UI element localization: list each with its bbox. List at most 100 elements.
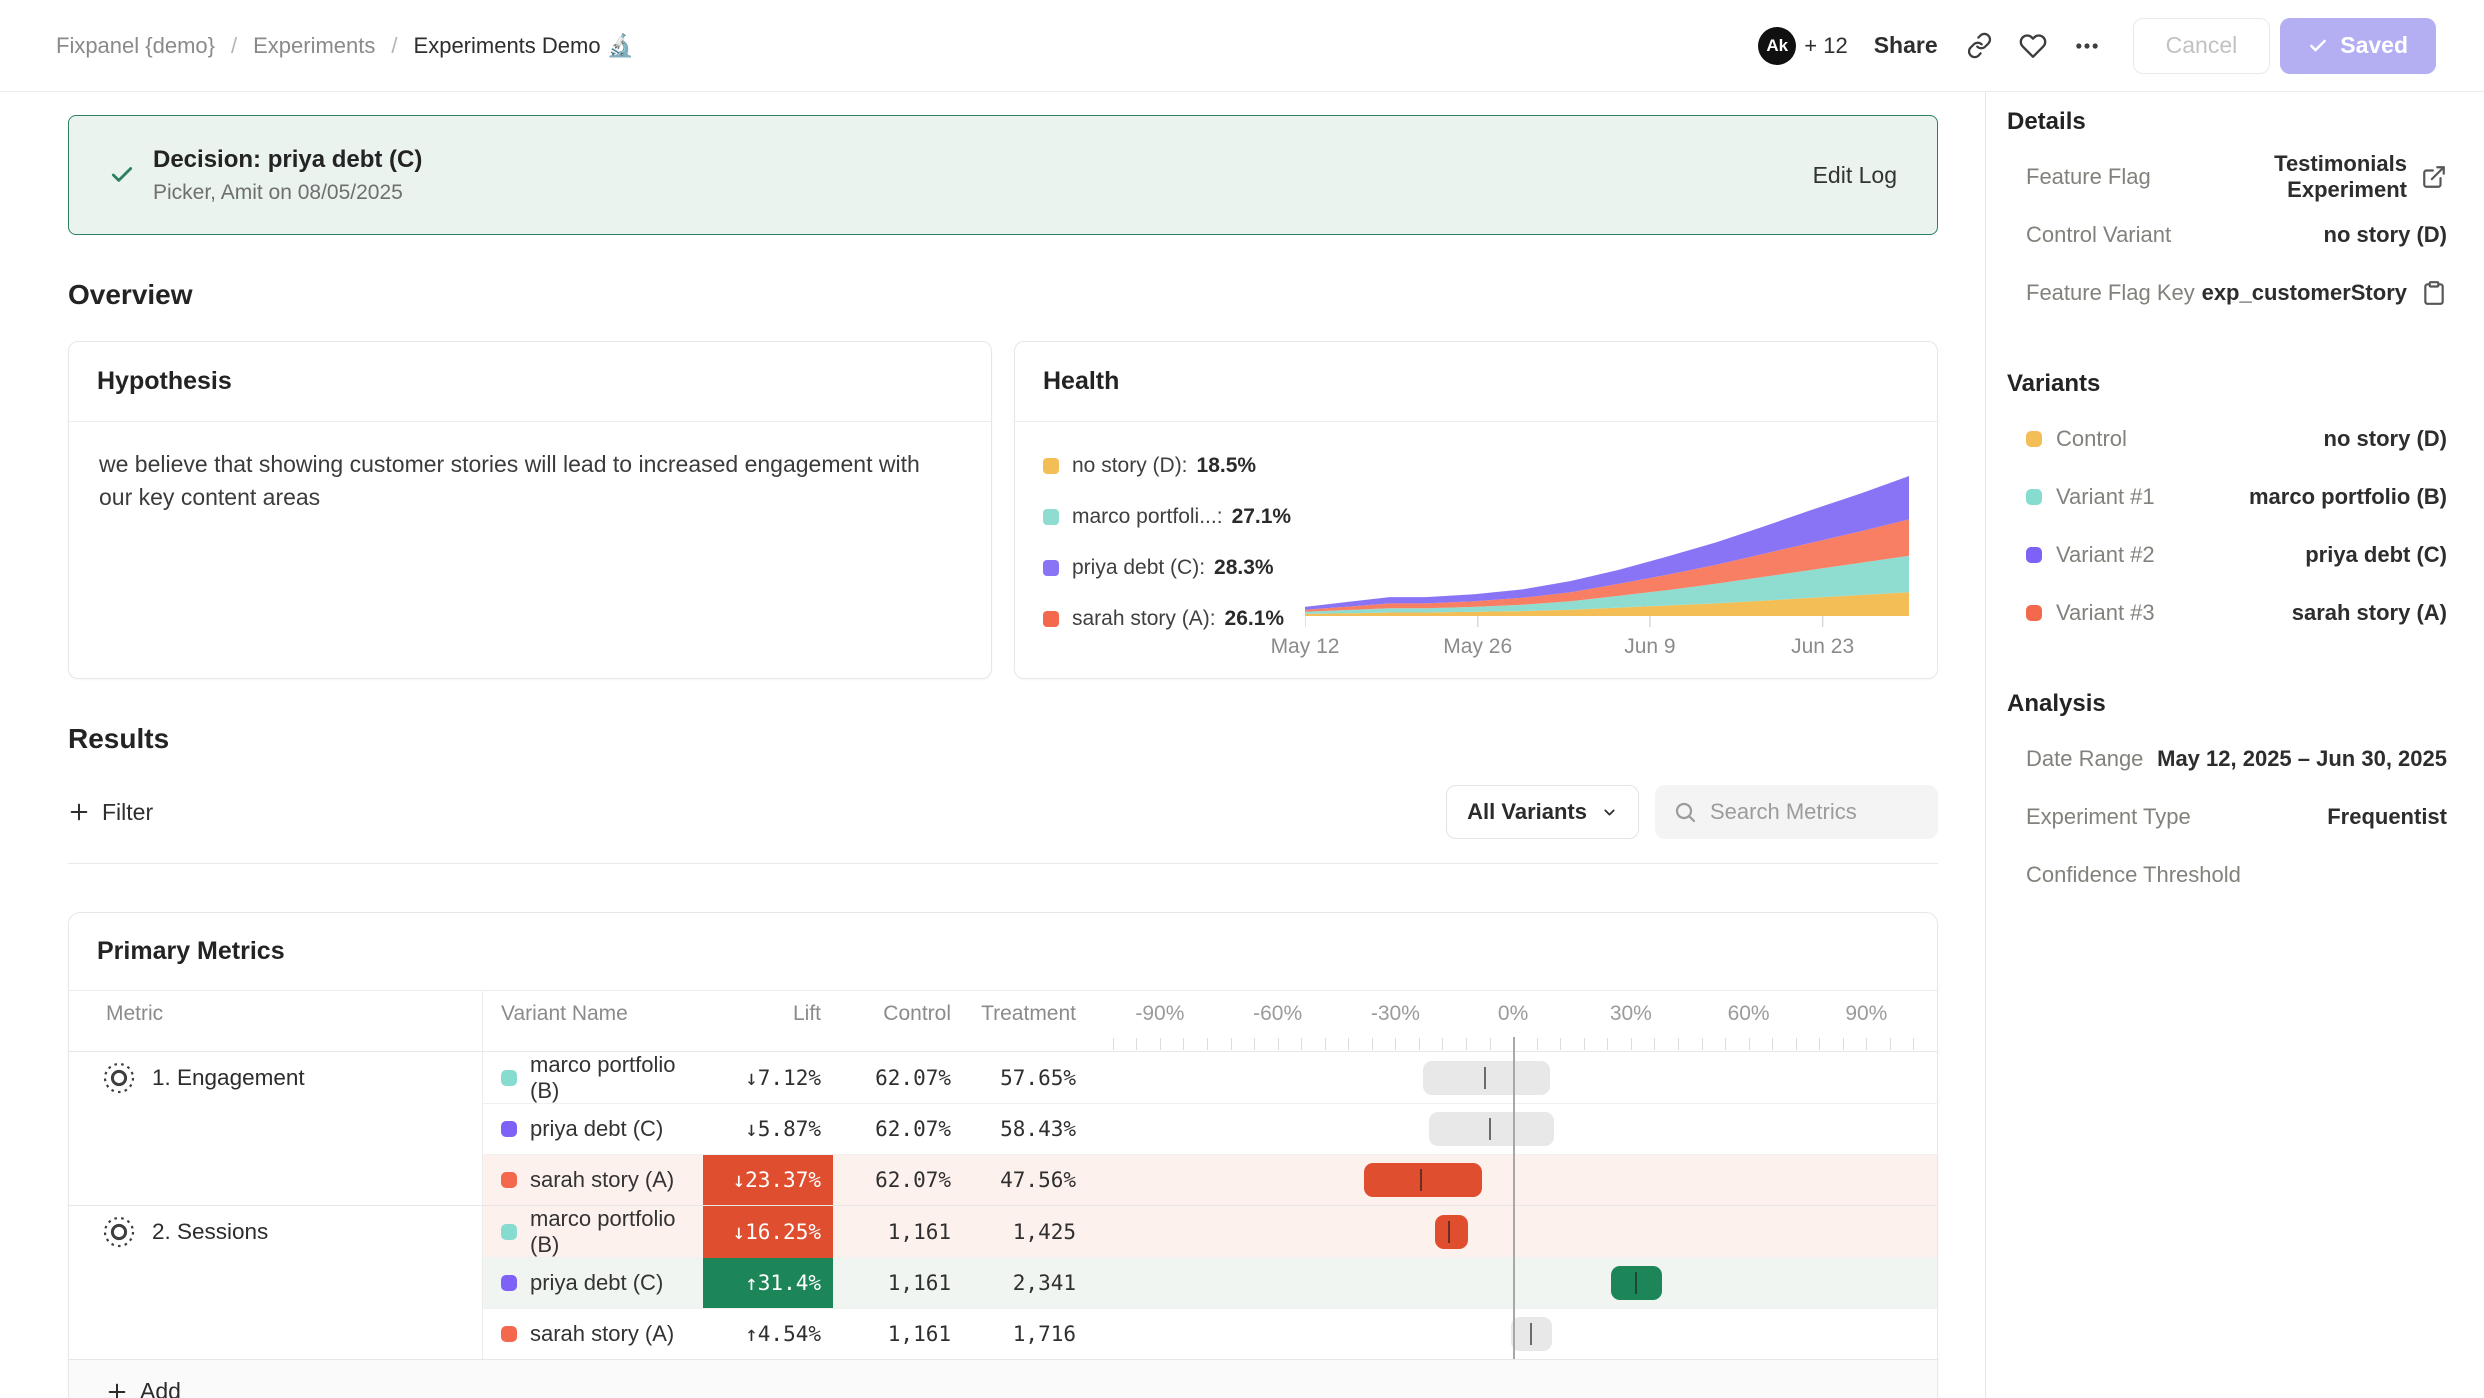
health-card: Health no story (D): 18.5% marco portfoli.… [1014, 341, 1938, 679]
variants-dropdown[interactable]: All Variants [1446, 785, 1639, 839]
minor-tick [1654, 1038, 1656, 1050]
legend-label: no story (D): [1072, 454, 1188, 477]
treatment-value: 57.65% [1000, 1066, 1076, 1090]
variant-cell: marco portfolio (B) [482, 1052, 703, 1104]
health-legend-item: sarah story (A): 26.1% [1043, 607, 1305, 631]
primary-metrics-card: Primary Metrics Metric Variant Name Lift… [68, 912, 1938, 1398]
table-row[interactable]: marco portfolio (B) ↓16.25% 1,161 1,425 [482, 1206, 1937, 1258]
topbar-actions: Ak + 12 Share Cancel Saved [1758, 17, 2436, 74]
top-bar: Fixpanel {demo} / Experiments / Experiments … [0, 0, 2484, 92]
check-icon [109, 162, 135, 188]
edit-log-button[interactable]: Edit Log [1812, 161, 1897, 188]
estimate-marker [1448, 1221, 1451, 1243]
hypothesis-title: Hypothesis [69, 342, 991, 422]
decision-banner: Decision: priya debt (C) Picker, Amit on… [68, 115, 1938, 235]
metric-cell: 1. Engagement [69, 1052, 482, 1205]
metric-rows: marco portfolio (B) ↓16.25% 1,161 1,425 priy… [482, 1206, 1937, 1359]
breadcrumb-item[interactable]: Experiments [253, 32, 376, 58]
health-title: Health [1015, 342, 1937, 422]
sidebar-row-label: Variant #2 [2056, 542, 2155, 567]
lift-value: ↓16.25% [703, 1206, 833, 1258]
saved-button[interactable]: Saved [2280, 17, 2436, 74]
health-legend: no story (D): 18.5% marco portfoli...: 27.1… [1043, 436, 1305, 661]
variant-name: marco portfolio (B) [530, 1206, 676, 1257]
minor-tick [1136, 1038, 1138, 1050]
sidebar-row-variant-3: Variant #3 sarah story (A) [2007, 584, 2447, 642]
decision-title: Decision: priya debt (C) [153, 145, 423, 173]
col-header-control: Control [883, 1002, 951, 1025]
variant-color-dot [501, 1121, 517, 1137]
lift-axis: -90% -60% -30% 0% 30% 60% 90% [1101, 991, 1937, 1037]
breadcrumb-item[interactable]: Fixpanel {demo} [56, 32, 215, 58]
control-value: 1,161 [887, 1322, 951, 1346]
minor-tick [1466, 1038, 1467, 1050]
sidebar-row-date-range: Date Range May 12, 2025 – Jun 30, 2025 [2007, 730, 2447, 788]
minor-tick [1254, 1038, 1256, 1050]
minor-tick [1489, 1038, 1491, 1050]
variant-cell: priya debt (C) [482, 1270, 703, 1296]
confidence-interval-cell [1101, 1052, 1937, 1104]
share-button[interactable]: Share [1873, 32, 1938, 58]
minor-tick [1206, 1038, 1208, 1050]
confidence-interval-cell [1101, 1309, 1937, 1359]
metric-head[interactable]: 1. Engagement [69, 1052, 482, 1103]
add-metric-button[interactable]: Add [69, 1359, 1937, 1398]
estimate-marker [1635, 1272, 1638, 1294]
area-series [1305, 592, 1909, 616]
lift-value: ↑4.54% [745, 1322, 821, 1346]
minor-tick [1277, 1038, 1279, 1050]
table-row[interactable]: priya debt (C) ↑31.4% 1,161 2,341 [482, 1257, 1937, 1308]
sidebar-row-experiment-type: Experiment Type Frequentist [2007, 788, 2447, 846]
axis-tick-label: 60% [1727, 1002, 1770, 1025]
sidebar-row-control-variant: Control Variant no story (D) [2007, 206, 2447, 264]
area-series [1305, 555, 1909, 614]
search-metrics-input[interactable] [1710, 799, 1920, 825]
control-value: 62.07% [875, 1117, 951, 1141]
estimate-marker [1529, 1323, 1532, 1345]
sidebar-row-variant-1: Variant #1 marco portfolio (B) [2007, 468, 2447, 526]
x-tick-label: Jun 9 [1624, 635, 1676, 658]
heart-icon[interactable] [2019, 32, 2047, 60]
minor-tick [1842, 1038, 1844, 1050]
table-row[interactable]: priya debt (C) ↓5.87% 62.07% 58.43% [482, 1103, 1937, 1154]
cancel-button[interactable]: Cancel [2132, 17, 2271, 74]
variant-color-dot [2026, 547, 2042, 563]
area-series [1305, 519, 1909, 612]
external-link-icon[interactable] [2421, 164, 2447, 190]
minor-tick [1795, 1038, 1797, 1050]
legend-swatch [1043, 458, 1059, 474]
table-row[interactable]: marco portfolio (B) ↓7.12% 62.07% 57.65% [482, 1052, 1937, 1103]
health-x-axis: May 12 May 26 Jun 9 Jun 23 [1271, 627, 1909, 661]
variant-name: priya debt (C) [530, 1270, 664, 1295]
col-header-metric: Metric [106, 1002, 164, 1025]
search-metrics-box [1655, 785, 1938, 839]
variant-color-dot [501, 1172, 517, 1188]
table-row[interactable]: sarah story (A) ↓23.37% 62.07% 47.56% [482, 1154, 1937, 1205]
column-divider [482, 991, 483, 1359]
treatment-value: 1,425 [1012, 1220, 1076, 1244]
variant-color-dot [501, 1070, 517, 1086]
minor-tick [1819, 1038, 1821, 1050]
breadcrumb-separator: / [391, 32, 398, 58]
minor-tick [1772, 1038, 1774, 1050]
more-options-icon[interactable] [2073, 32, 2101, 60]
table-row[interactable]: sarah story (A) ↑4.54% 1,161 1,716 [482, 1308, 1937, 1359]
sidebar-row-label: Control Variant [2026, 222, 2172, 247]
sidebar-row-value: Testimonials Experiment [2274, 151, 2407, 202]
minor-tick [1418, 1038, 1420, 1050]
minor-tick [1937, 1038, 1938, 1050]
metric-head[interactable]: 2. Sessions [69, 1206, 482, 1257]
sidebar-row-control: Control no story (D) [2007, 410, 2447, 468]
variant-cell: priya debt (C) [482, 1116, 703, 1142]
collaborators-count[interactable]: + 12 [1804, 32, 1848, 58]
x-tick-label: Jun 23 [1791, 635, 1855, 658]
results-heading: Results [68, 723, 170, 754]
avatar[interactable]: Ak [1758, 26, 1797, 65]
estimate-marker [1489, 1118, 1492, 1140]
copy-icon[interactable] [2421, 280, 2447, 306]
metric-name: 2. Sessions [152, 1218, 269, 1244]
variant-color-dot [2026, 489, 2042, 505]
add-filter-button[interactable]: Filter [68, 799, 153, 826]
control-value: 1,161 [887, 1220, 951, 1244]
link-icon[interactable] [1966, 32, 1993, 59]
